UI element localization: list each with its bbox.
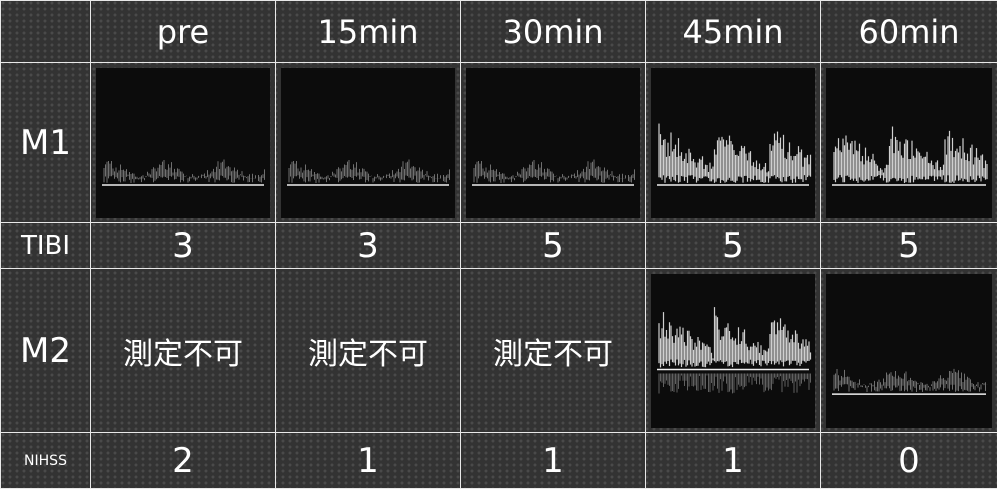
cell-text: 5 xyxy=(542,226,564,266)
doppler-image xyxy=(466,68,640,218)
cell-text: TIBI xyxy=(21,231,70,261)
waveform xyxy=(651,274,815,428)
header-cell: 30min xyxy=(460,0,646,63)
waveform xyxy=(826,274,992,428)
header-cell: pre xyxy=(90,0,276,63)
cell-text: 5 xyxy=(722,226,744,266)
corner-cell xyxy=(0,0,91,63)
data-cell xyxy=(645,62,821,223)
cell-text: 60min xyxy=(858,13,959,51)
cell-text: 45min xyxy=(682,13,783,51)
data-cell: 3 xyxy=(90,222,276,269)
header-cell: 60min xyxy=(820,0,997,63)
row-label: M1 xyxy=(0,62,91,223)
data-cell xyxy=(460,62,646,223)
waveform xyxy=(651,68,815,218)
waveform xyxy=(826,68,992,218)
data-cell xyxy=(820,62,997,223)
results-table: pre 15min 30min 45min 60min M1 TIBI 3 3 5 5 5 M2 測定不可… xyxy=(0,0,997,488)
data-cell: 1 xyxy=(645,432,821,489)
cell-text: pre xyxy=(157,13,209,51)
cell-text: 測定不可 xyxy=(123,329,243,373)
doppler-image xyxy=(826,274,992,428)
data-cell: 3 xyxy=(275,222,461,269)
doppler-image xyxy=(281,68,455,218)
cell-text: 30min xyxy=(502,13,603,51)
doppler-image xyxy=(96,68,270,218)
data-cell: 測定不可 xyxy=(90,268,276,433)
cell-text: 3 xyxy=(172,226,194,266)
data-cell: 5 xyxy=(820,222,997,269)
cell-text: 15min xyxy=(317,13,418,51)
data-cell: 2 xyxy=(90,432,276,489)
waveform xyxy=(96,68,270,218)
data-cell: 1 xyxy=(275,432,461,489)
cell-text: 5 xyxy=(898,226,920,266)
cell-text: 1 xyxy=(357,441,379,481)
data-cell: 5 xyxy=(460,222,646,269)
data-cell: 5 xyxy=(645,222,821,269)
cell-text: 1 xyxy=(542,441,564,481)
cell-text: M1 xyxy=(20,123,71,163)
doppler-image xyxy=(826,68,992,218)
row-label: M2 xyxy=(0,268,91,433)
waveform xyxy=(281,68,455,218)
doppler-image xyxy=(651,68,815,218)
data-cell xyxy=(275,62,461,223)
cell-text: NIHSS xyxy=(24,453,67,469)
data-cell xyxy=(90,62,276,223)
data-cell: 0 xyxy=(820,432,997,489)
cell-text: 測定不可 xyxy=(493,329,613,373)
cell-text: 測定不可 xyxy=(308,329,428,373)
waveform xyxy=(466,68,640,218)
data-cell xyxy=(820,268,997,433)
data-cell xyxy=(645,268,821,433)
row-label: NIHSS xyxy=(0,432,91,489)
cell-text: 1 xyxy=(722,441,744,481)
row-label: TIBI xyxy=(0,222,91,269)
header-cell: 15min xyxy=(275,0,461,63)
data-cell: 測定不可 xyxy=(275,268,461,433)
doppler-image xyxy=(651,274,815,428)
cell-text: 0 xyxy=(898,441,920,481)
cell-text: 2 xyxy=(172,441,194,481)
header-cell: 45min xyxy=(645,0,821,63)
data-cell: 1 xyxy=(460,432,646,489)
data-cell: 測定不可 xyxy=(460,268,646,433)
cell-text: 3 xyxy=(357,226,379,266)
cell-text: M2 xyxy=(20,331,71,371)
